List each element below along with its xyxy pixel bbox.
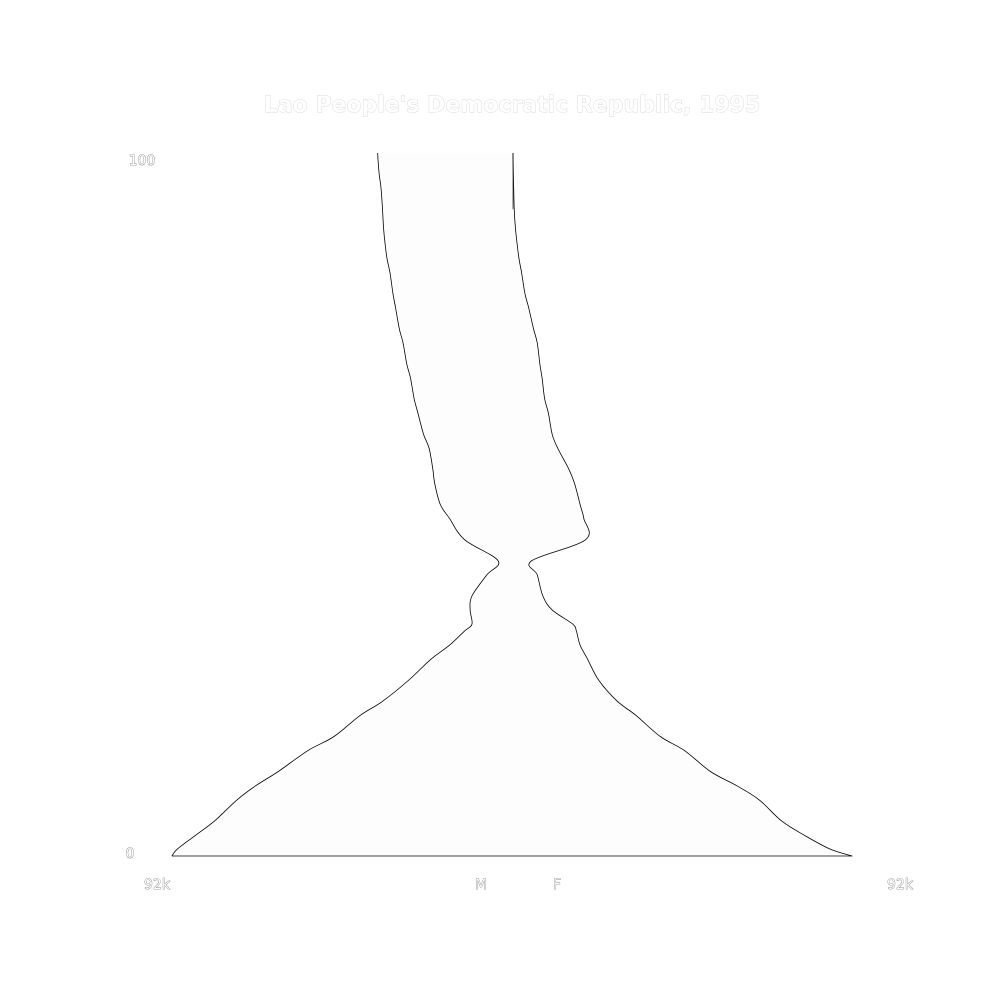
y-tick-label-top: 100: [129, 153, 156, 169]
x-tick-label-left: 92k: [144, 877, 171, 893]
x-tick-label-right: 92k: [887, 877, 914, 893]
y-tick-label-bottom: 0: [126, 846, 135, 862]
plot-area: [171, 152, 853, 857]
male-series-line: [171, 152, 500, 857]
female-series-line: [512, 152, 853, 857]
population-area: [171, 153, 853, 856]
male-side-label: M: [475, 877, 487, 893]
female-side-label: F: [553, 877, 561, 893]
chart-title: Lao People's Democratic Republic, 1995: [264, 93, 761, 118]
